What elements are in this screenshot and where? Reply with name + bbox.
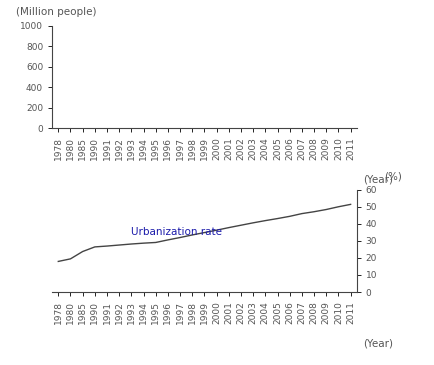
Text: (Million people): (Million people) bbox=[16, 7, 96, 18]
Text: (%): (%) bbox=[383, 171, 401, 181]
Text: Urbanization rate: Urbanization rate bbox=[131, 227, 222, 237]
Text: (Year): (Year) bbox=[362, 174, 392, 184]
Text: (Year): (Year) bbox=[362, 338, 392, 348]
